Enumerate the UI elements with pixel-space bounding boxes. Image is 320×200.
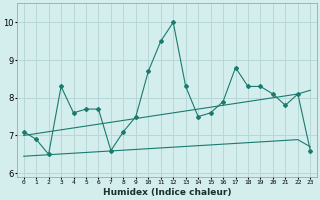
- X-axis label: Humidex (Indice chaleur): Humidex (Indice chaleur): [103, 188, 231, 197]
